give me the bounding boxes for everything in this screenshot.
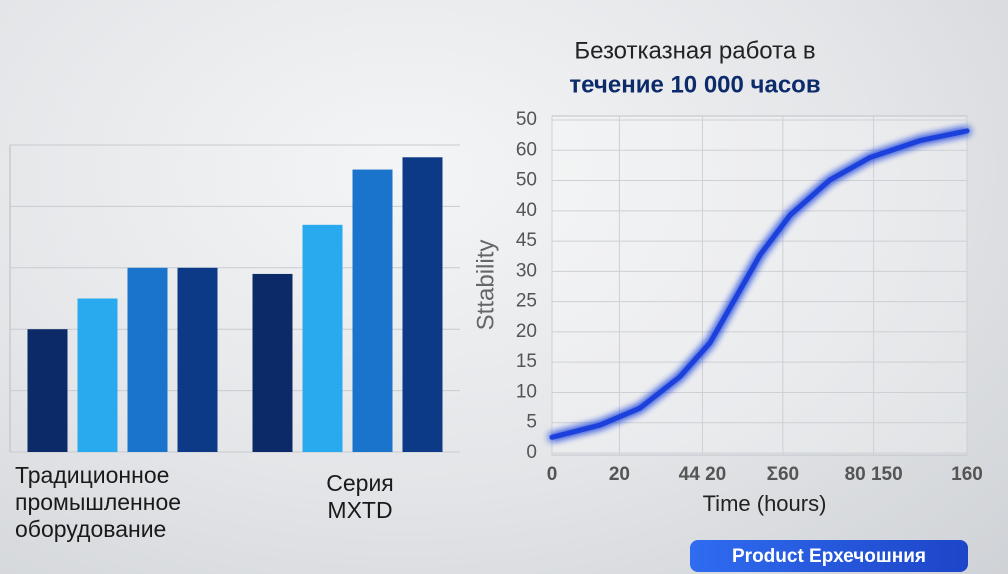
bar [302, 224, 343, 452]
y-tick-label: 5 [526, 412, 537, 433]
x-tick-label: 160 [951, 464, 983, 485]
y-tick-label: 0 [526, 442, 537, 463]
y-tick-label: 40 [516, 200, 537, 221]
bar [77, 298, 118, 452]
x-tick-label: Σ60 [767, 464, 800, 485]
bar [177, 267, 218, 452]
bar [127, 267, 168, 452]
x-tick-label: 20 [609, 464, 630, 485]
y-tick-label: 15 [516, 351, 537, 372]
x-tick-label: 80 150 [845, 464, 903, 485]
y-tick-label: 25 [516, 291, 537, 312]
plot-area [551, 115, 968, 456]
y-tick-label: 30 [516, 260, 537, 281]
title-line: Безотказная работа в [574, 37, 815, 64]
y-tick-label: 45 [516, 230, 537, 251]
x-tick-label: 0 [547, 464, 558, 485]
x-axis-label: Time (hours) [703, 491, 827, 516]
x-category-label: Традиционное промышленное оборудование [15, 462, 182, 542]
y-tick-label: 60 [516, 139, 537, 160]
y-tick-label: 50 [516, 170, 537, 191]
badge: Product Ерхечошния [732, 546, 926, 567]
y-tick-label: 10 [516, 381, 537, 402]
bar [352, 169, 393, 452]
y-axis-label: Sttability [472, 240, 499, 331]
badge-bg [690, 540, 968, 572]
bar [252, 273, 293, 452]
bar [27, 329, 68, 452]
bar [402, 157, 443, 452]
y-tick-label: 20 [516, 321, 537, 342]
x-category-label: Серия MXTD [326, 470, 394, 523]
line [549, 128, 970, 440]
x-tick-label: 44 20 [679, 464, 727, 485]
y-tick-label: 50 [516, 109, 537, 130]
title-line: течение 10 000 часов [569, 71, 820, 98]
